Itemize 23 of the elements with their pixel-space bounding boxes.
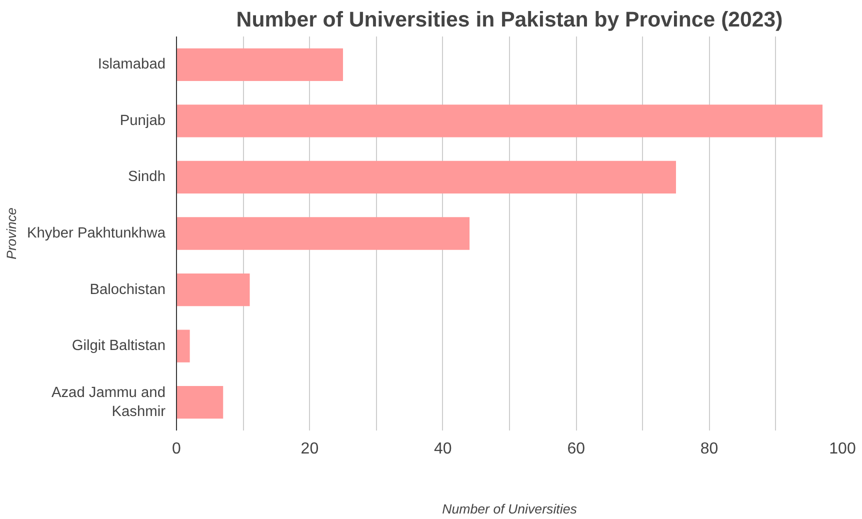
bar: [176, 217, 470, 250]
bar: [176, 104, 823, 138]
y-tick-label: Sindh: [128, 169, 166, 186]
bar: [176, 330, 190, 362]
y-axis-title: Province: [4, 208, 19, 260]
x-axis-title: Number of Universities: [442, 502, 578, 516]
x-tick-label: 0: [172, 440, 182, 458]
bar: [176, 386, 224, 419]
y-tick-label: Azad Jammu and Kashmir: [51, 384, 166, 420]
chart-title: Number of Universities in Pakistan by Province (2023): [236, 8, 783, 32]
y-tick-label: Balochistan: [90, 282, 166, 298]
x-tick-label: 80: [700, 440, 718, 458]
x-tick-label: 100: [829, 440, 856, 458]
y-tick-label: Khyber Pakhtunkhwa: [26, 226, 166, 242]
bar: [176, 48, 343, 81]
x-tick-label: 40: [434, 440, 452, 458]
y-tick-label: Punjab: [120, 112, 166, 129]
y-tick-label: Islamabad: [98, 56, 166, 73]
bar: [176, 160, 676, 194]
bar: [176, 273, 250, 306]
x-tick-label: 20: [300, 440, 319, 458]
y-tick-label: Gilgit Baltistan: [72, 338, 166, 354]
x-tick-label: 60: [567, 440, 586, 458]
